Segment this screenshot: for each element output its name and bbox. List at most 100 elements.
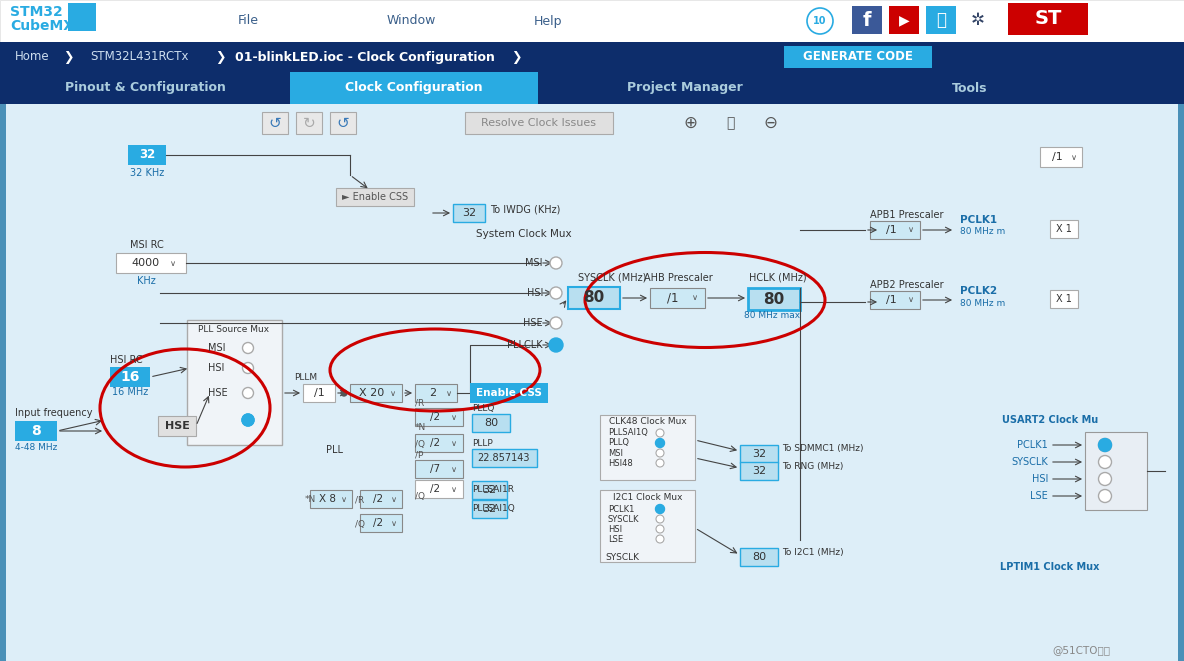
Circle shape	[656, 438, 664, 447]
Text: 80 MHz max: 80 MHz max	[744, 311, 800, 321]
Text: PLLSAI1Q: PLLSAI1Q	[472, 504, 515, 514]
Bar	[110, 367, 150, 387]
Text: Help: Help	[534, 15, 562, 28]
Bar	[852, 6, 882, 34]
Text: ∨: ∨	[451, 465, 457, 473]
Text: MSI: MSI	[609, 449, 623, 457]
Text: AHB Prescaler: AHB Prescaler	[644, 273, 713, 283]
Text: File: File	[238, 15, 258, 28]
Text: ⊖: ⊖	[762, 114, 777, 132]
Text: 32: 32	[139, 149, 155, 161]
Text: 80: 80	[752, 552, 766, 562]
Text: To IWDG (KHz): To IWDG (KHz)	[490, 204, 560, 214]
Text: 8: 8	[31, 424, 41, 438]
Text: HSI: HSI	[527, 288, 543, 298]
Bar	[740, 462, 778, 480]
Text: PLLSAI1Q: PLLSAI1Q	[609, 428, 648, 438]
Text: /1: /1	[314, 388, 324, 398]
Text: 80: 80	[584, 290, 605, 305]
Circle shape	[656, 535, 664, 543]
Circle shape	[1099, 490, 1112, 502]
Text: ⬜: ⬜	[726, 116, 734, 130]
Bar	[465, 112, 613, 134]
Bar	[0, 72, 1184, 104]
Bar	[157, 416, 197, 436]
Bar	[360, 490, 403, 508]
Bar	[310, 490, 352, 508]
Text: Clock Configuration: Clock Configuration	[346, 81, 483, 95]
Circle shape	[656, 515, 664, 523]
Text: 32: 32	[462, 208, 476, 218]
Text: HSI: HSI	[609, 524, 622, 533]
Text: 32: 32	[482, 485, 496, 495]
Text: ∨: ∨	[451, 412, 457, 422]
Bar	[15, 421, 57, 441]
Text: APB2 Prescaler: APB2 Prescaler	[870, 280, 944, 290]
Text: ∨: ∨	[1072, 153, 1077, 161]
Bar	[262, 112, 288, 134]
Text: ❯: ❯	[63, 50, 73, 63]
Text: X 20: X 20	[359, 388, 385, 398]
Text: f: f	[863, 11, 871, 30]
Text: 2: 2	[429, 388, 436, 398]
Bar	[416, 384, 457, 402]
Text: /2: /2	[430, 412, 440, 422]
Bar	[350, 384, 403, 402]
Text: HSE: HSE	[165, 421, 189, 431]
Bar	[290, 72, 538, 104]
Text: X 1: X 1	[1056, 224, 1072, 234]
Text: LSE: LSE	[1030, 491, 1048, 501]
Circle shape	[341, 390, 347, 396]
Text: 32 KHz: 32 KHz	[130, 168, 165, 178]
Text: ∨: ∨	[170, 258, 176, 268]
Bar	[600, 490, 695, 562]
Text: 16 MHz: 16 MHz	[111, 387, 148, 397]
Text: Pinout & Configuration: Pinout & Configuration	[65, 81, 225, 95]
Text: ↻: ↻	[303, 116, 315, 130]
Text: HSE: HSE	[208, 388, 227, 398]
Text: 10: 10	[813, 16, 826, 26]
Text: MSI: MSI	[208, 343, 225, 353]
Text: PLL Source Mux: PLL Source Mux	[199, 325, 270, 334]
Text: To SDMMC1 (MHz): To SDMMC1 (MHz)	[781, 444, 863, 453]
Circle shape	[656, 505, 664, 513]
Text: USART2 Clock Mu: USART2 Clock Mu	[1002, 415, 1098, 425]
Text: ST: ST	[1035, 9, 1062, 28]
Text: /Q: /Q	[416, 440, 425, 449]
Text: /1: /1	[886, 295, 896, 305]
Text: PCLK1: PCLK1	[1017, 440, 1048, 450]
Text: Input frequency: Input frequency	[15, 408, 92, 418]
Text: PLLQ: PLLQ	[472, 403, 495, 412]
Text: @51CTO博客: @51CTO博客	[1053, 645, 1109, 655]
Text: MSI RC: MSI RC	[130, 240, 163, 250]
Bar	[0, 104, 1184, 661]
Bar	[870, 221, 920, 239]
Text: HSI: HSI	[208, 363, 225, 373]
Text: 4000: 4000	[131, 258, 160, 268]
Text: ⊕: ⊕	[683, 114, 697, 132]
Text: 22.857143: 22.857143	[478, 453, 530, 463]
Text: CLK48 Clock Mux: CLK48 Clock Mux	[609, 418, 687, 426]
Text: To RNG (MHz): To RNG (MHz)	[781, 461, 843, 471]
Text: 80 MHz m: 80 MHz m	[960, 299, 1005, 307]
Bar	[1008, 3, 1088, 35]
Bar	[650, 288, 704, 308]
Bar	[1085, 432, 1147, 510]
Text: /1: /1	[886, 225, 896, 235]
Text: SYSCLK: SYSCLK	[609, 514, 639, 524]
Text: SYSCLK: SYSCLK	[605, 553, 639, 563]
Text: Home: Home	[14, 50, 50, 63]
Circle shape	[551, 287, 562, 299]
Circle shape	[1099, 438, 1112, 451]
Text: SYSCLK (MHz): SYSCLK (MHz)	[578, 273, 646, 283]
Text: ↺: ↺	[336, 116, 349, 130]
Text: /Q: /Q	[355, 520, 365, 529]
Text: Tools: Tools	[952, 81, 987, 95]
Bar	[740, 548, 778, 566]
Text: 80: 80	[484, 418, 498, 428]
Text: HSI48: HSI48	[609, 459, 632, 467]
Text: ✲: ✲	[971, 11, 985, 29]
Text: 32: 32	[482, 504, 496, 514]
Bar	[472, 500, 507, 518]
Text: Resolve Clock Issues: Resolve Clock Issues	[482, 118, 597, 128]
